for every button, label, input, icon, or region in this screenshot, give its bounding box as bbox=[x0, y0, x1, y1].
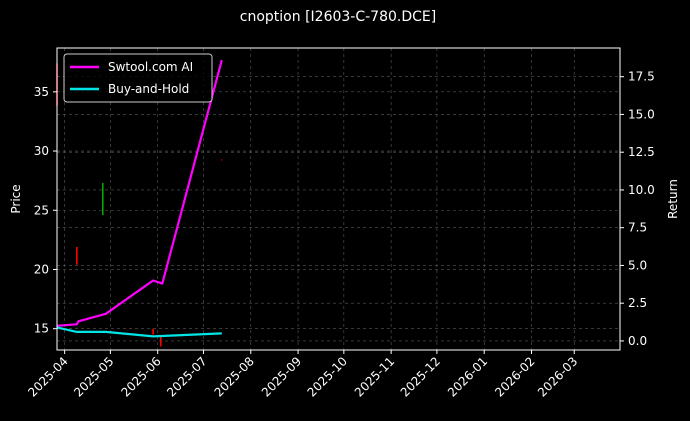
y-tick-label-left: 35 bbox=[34, 85, 49, 99]
series-lines bbox=[56, 59, 223, 338]
series-line-buy-and-hold bbox=[56, 326, 222, 338]
y-tick-label-left: 20 bbox=[34, 262, 49, 276]
legend: Swtool.com AI Buy-and-Hold bbox=[63, 53, 213, 103]
y-tick-label-right: 17.5 bbox=[628, 70, 655, 84]
y-tick-label-right: 0.0 bbox=[628, 334, 647, 348]
legend-box bbox=[63, 53, 213, 103]
series-line-swtool bbox=[56, 59, 223, 327]
chart-title: cnoption [I2603-C-780.DCE] bbox=[240, 9, 436, 25]
legend-label-swtool: Swtool.com AI bbox=[108, 60, 193, 74]
y-tick-label-left: 15 bbox=[34, 322, 49, 336]
y-tick-label-right: 12.5 bbox=[628, 145, 655, 159]
plot-frame bbox=[56, 47, 621, 351]
y-tick-label-right: 2.5 bbox=[628, 296, 647, 310]
y-tick-label-left: 30 bbox=[34, 144, 49, 158]
y-tick-label-right: 15.0 bbox=[628, 107, 655, 121]
y-tick-label-left: 25 bbox=[34, 203, 49, 217]
y-tick-label-right: 7.5 bbox=[628, 221, 647, 235]
y-axis-label-right: Return bbox=[666, 179, 680, 219]
y-tick-label-right: 10.0 bbox=[628, 183, 655, 197]
y-axis-label-left: Price bbox=[9, 184, 23, 213]
legend-label-buy-and-hold: Buy-and-Hold bbox=[108, 82, 189, 96]
y-tick-label-right: 5.0 bbox=[628, 258, 647, 272]
